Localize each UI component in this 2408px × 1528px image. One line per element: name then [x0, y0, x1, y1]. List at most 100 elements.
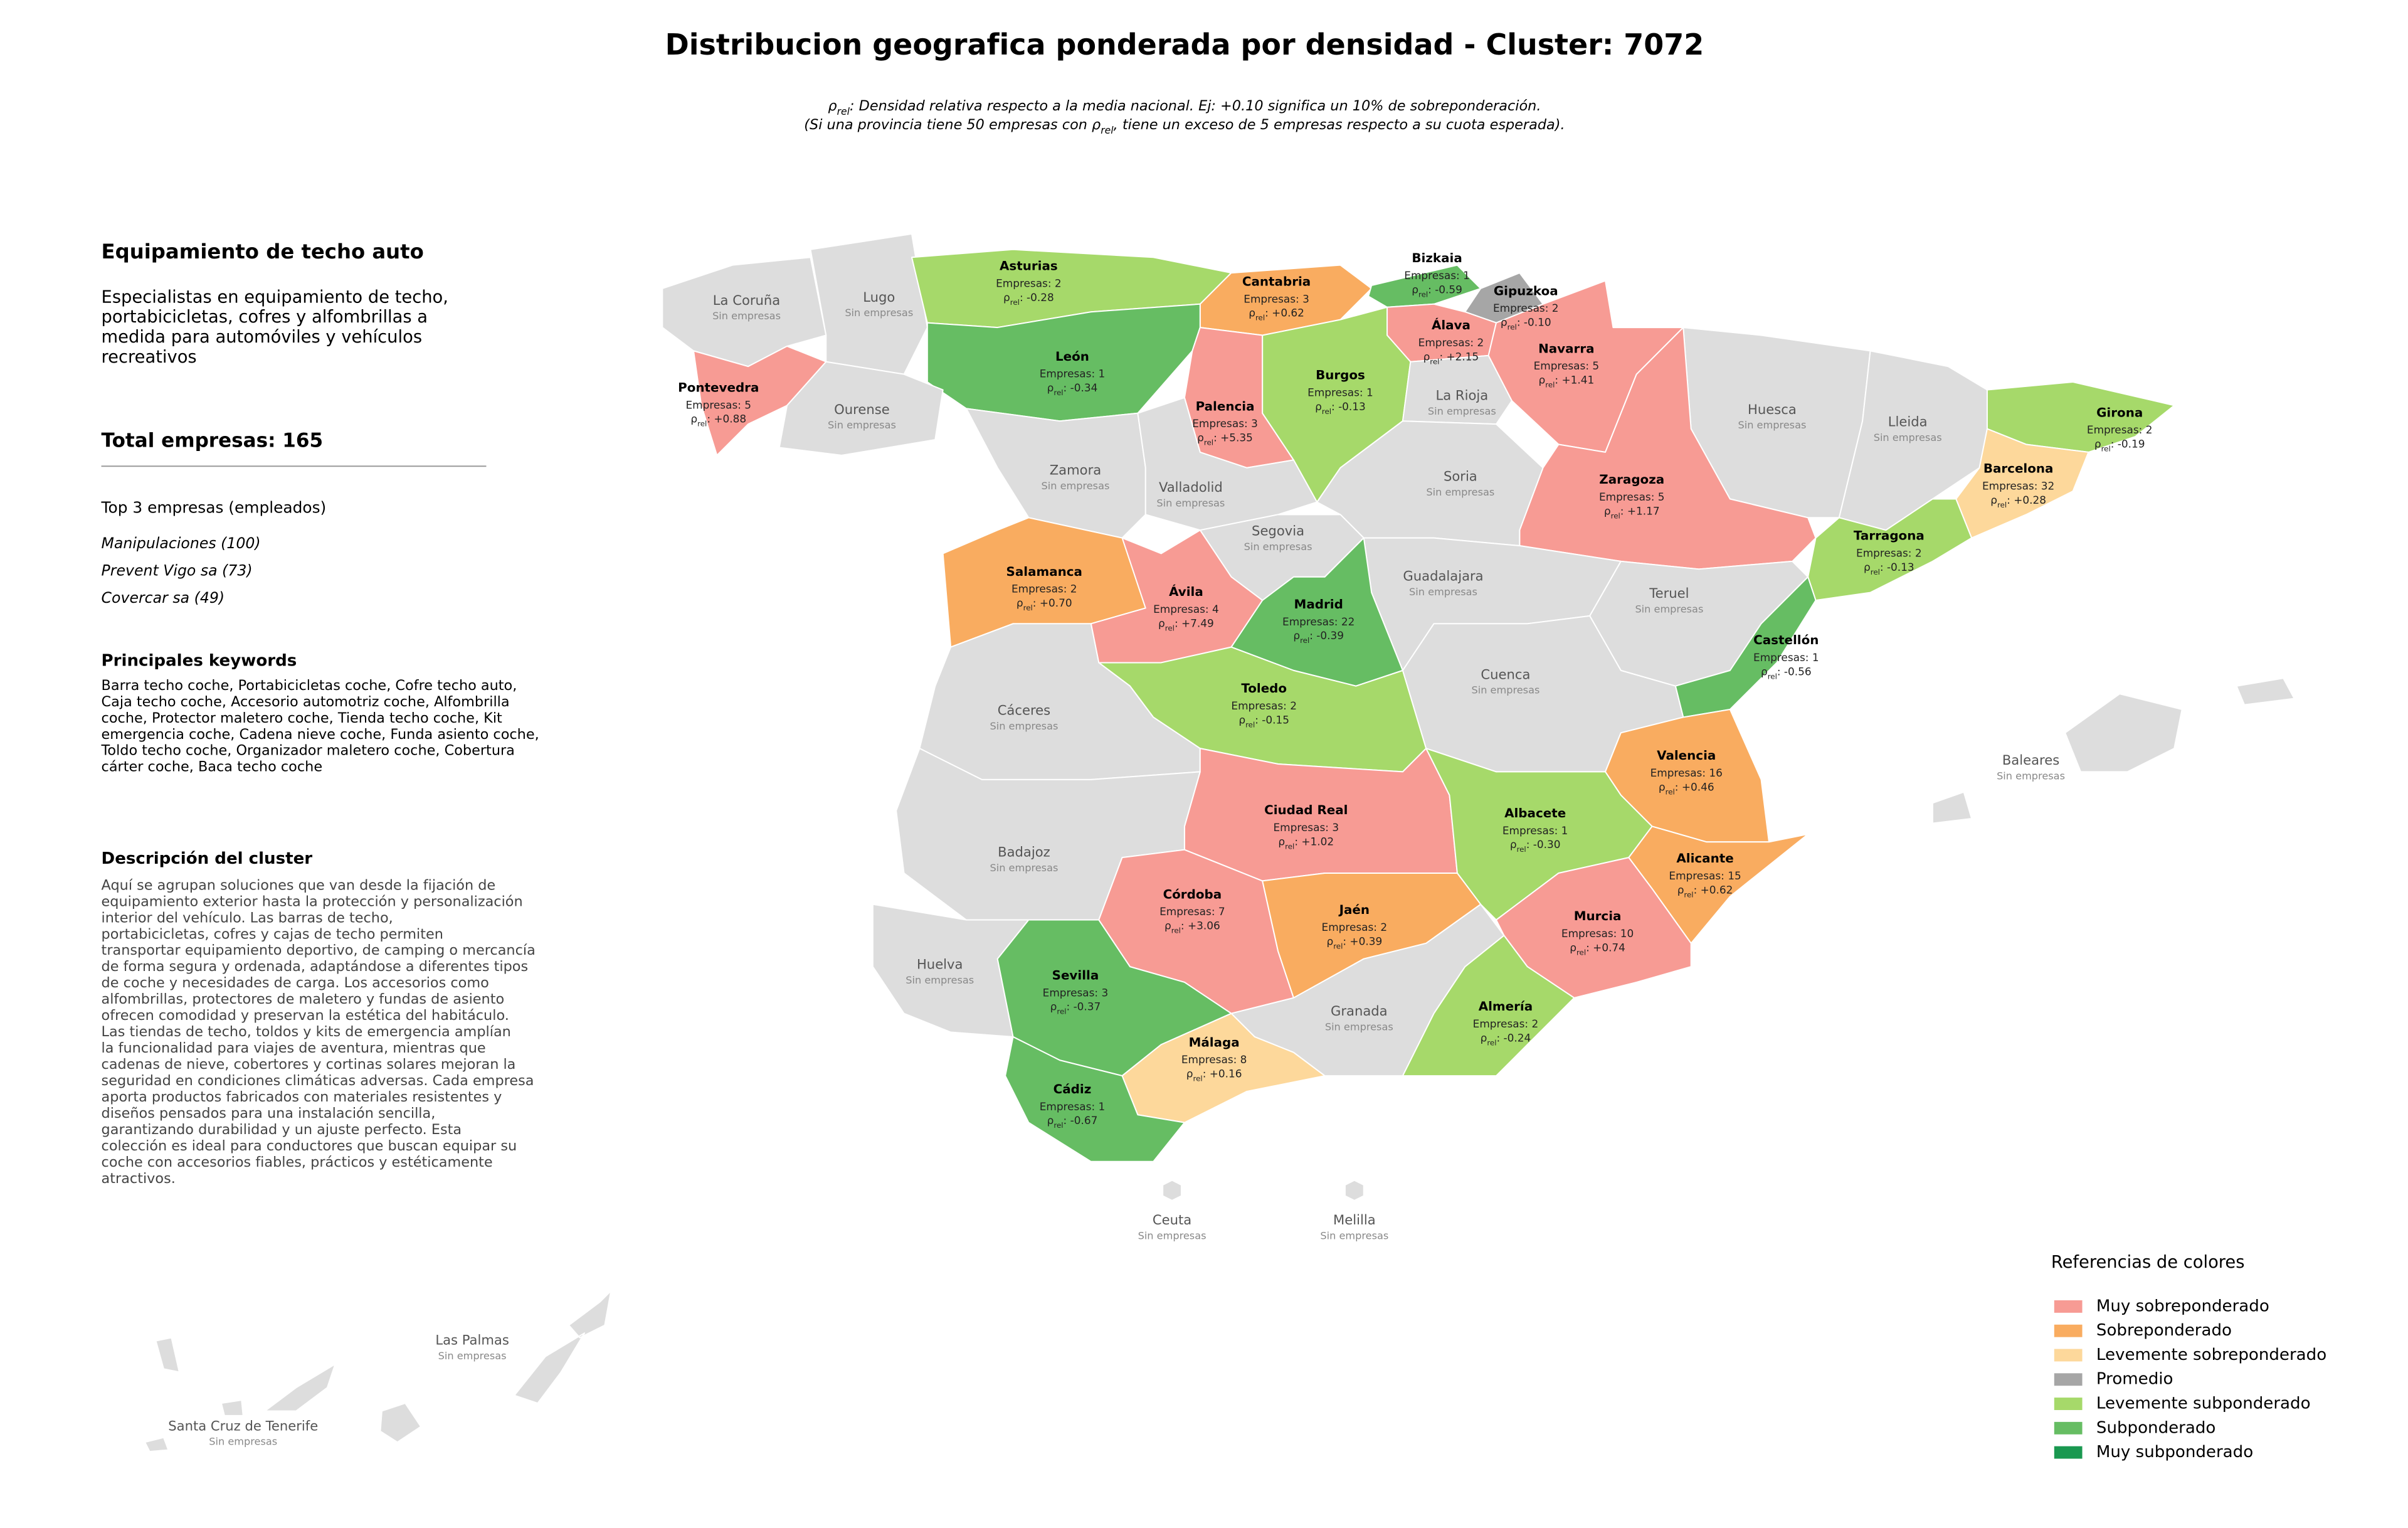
province-rho: ρrel: -0.37 — [1050, 1000, 1101, 1016]
legend-label: Sobreponderado — [2096, 1321, 2232, 1340]
province-rho: ρrel: -0.59 — [1412, 283, 1462, 299]
province-status: Sin empresas — [1738, 419, 1806, 431]
description-line: equipamiento exterior hasta la protecció… — [102, 893, 523, 910]
legend-label: Levemente sobreponderado — [2096, 1345, 2326, 1364]
province-name: Jaén — [1338, 903, 1370, 917]
rho-text: : +7.49 — [1175, 617, 1214, 629]
description-line: alfombrillas, protectores de maletero y … — [102, 991, 505, 1007]
labels: La Coruña Sin empresas Lugo Sin empresas Ast… — [168, 251, 2152, 1447]
rho-text: : -0.13 — [1331, 400, 1366, 413]
province-region — [1955, 428, 2089, 539]
province-name: Sevilla — [1052, 968, 1099, 983]
keywords-line: Barra techo coche, Portabicicletas coche… — [102, 677, 517, 694]
province-region — [144, 1337, 336, 1453]
province-companies: Empresas: 7 — [1159, 905, 1225, 918]
subtitle: (Si una provincia tiene 50 empresas con … — [804, 116, 1565, 136]
province-name: Cuenca — [1481, 666, 1530, 682]
province-rho: ρrel: +0.62 — [1249, 307, 1304, 322]
rho-subscript: rel — [697, 419, 707, 428]
rho-text: : +0.39 — [1343, 935, 1382, 947]
description-line: ofrecen comodidad y preservan la estétic… — [102, 1007, 509, 1024]
top-company: Manipulaciones (100) — [102, 534, 261, 552]
legend-label: Subponderado — [2096, 1418, 2215, 1437]
rho-subscript: rel — [1101, 124, 1114, 136]
rho-text: : -0.59 — [1428, 283, 1462, 295]
province-name: Tarragona — [1854, 529, 1925, 543]
province-rho: ρrel: +0.70 — [1017, 597, 1072, 612]
province-status: Sin empresas — [1874, 432, 1942, 443]
province-rho: ρrel: -0.28 — [1003, 291, 1054, 307]
province-name: Baleares — [2002, 752, 2059, 768]
province-name: Las Palmas — [435, 1332, 509, 1348]
province-companies: Empresas: 1 — [1404, 269, 1470, 282]
legend-label: Muy subponderado — [2096, 1443, 2253, 1462]
province-status: Sin empresas — [828, 419, 896, 431]
province-status: Sin empresas — [712, 310, 781, 322]
rho-subscript: rel — [1684, 890, 1693, 899]
province-status: Sin empresas — [1409, 586, 1477, 598]
province-rho: ρrel: -0.34 — [1047, 381, 1098, 397]
province-companies: Empresas: 2 — [1493, 302, 1559, 314]
province-companies: Empresas: 22 — [1282, 615, 1354, 628]
province-rho: ρrel: +3.06 — [1164, 919, 1220, 935]
rho-text: : -0.15 — [1255, 713, 1289, 726]
province-name: Zamora — [1050, 462, 1102, 478]
province-rho: ρrel: +1.41 — [1538, 374, 1594, 390]
province-name: Burgos — [1316, 368, 1365, 383]
rho-subscript: rel — [1545, 380, 1555, 389]
keywords-line: emergencia coche, Cadena nieve coche, Fu… — [102, 726, 539, 743]
rho-text: : +2.15 — [1439, 350, 1479, 363]
province-name: Madrid — [1294, 597, 1343, 612]
description-line: atractivos. — [102, 1170, 176, 1187]
rho-text: : -0.39 — [1309, 629, 1344, 642]
rho-subscript: rel — [1285, 842, 1294, 851]
rho-symbol: ρ — [1238, 713, 1245, 726]
province-rho: ρrel: +0.39 — [1326, 935, 1382, 950]
rho-subscript: rel — [1171, 926, 1181, 935]
rho-subscript: rel — [1245, 720, 1255, 729]
description-line: coche con accesorios fiables, prácticos … — [102, 1154, 493, 1170]
rho-subscript: rel — [1204, 438, 1213, 447]
legend-swatch — [2054, 1421, 2083, 1435]
legend-swatch — [2054, 1373, 2083, 1386]
panel-summary: Especialistas en equipamiento de techo, — [102, 287, 448, 307]
province-companies: Empresas: 2 — [1418, 336, 1484, 349]
rho-subscript: rel — [2101, 444, 2111, 453]
province-name: Salamanca — [1006, 565, 1082, 579]
legend-swatch — [2054, 1300, 2083, 1313]
province-region — [379, 1290, 612, 1443]
province-name: Gipuzkoa — [1494, 284, 1558, 298]
rho-symbol: ρ — [1278, 835, 1285, 847]
regions — [144, 233, 2295, 1453]
rho-symbol: ρ — [1570, 941, 1576, 953]
subtitle-part: (Si una provincia tiene 50 empresas con — [804, 116, 1092, 132]
rho-symbol: ρ — [1197, 432, 1204, 444]
rho-subscript: rel — [1023, 603, 1033, 612]
province-status: Sin empresas — [438, 1350, 507, 1362]
rho-text: : +3.06 — [1181, 919, 1220, 931]
province-companies: Empresas: 3 — [1244, 292, 1309, 305]
rho-subscript: rel — [1322, 406, 1331, 415]
province-companies: Empresas: 1 — [1040, 1100, 1106, 1113]
province-name: Teruel — [1649, 585, 1689, 601]
province-name: Girona — [2096, 405, 2143, 420]
province-status: Sin empresas — [1635, 603, 1703, 615]
rho-text: : +0.62 — [1265, 307, 1304, 319]
province-rho: ρrel: +5.35 — [1197, 432, 1253, 447]
province-companies: Empresas: 2 — [1231, 699, 1297, 712]
province-status: Sin empresas — [1244, 541, 1312, 553]
province-companies: Empresas: 2 — [1473, 1017, 1539, 1030]
province-name: Ávila — [1169, 585, 1203, 599]
panel-summary: recreativos — [102, 348, 197, 367]
rho-text: : +1.02 — [1294, 835, 1334, 847]
province-region — [1807, 498, 1973, 602]
description-line: Aquí se agrupan soluciones que van desde… — [102, 877, 496, 893]
rho-text: : -0.37 — [1067, 1000, 1101, 1013]
rho-subscript: rel — [1057, 1007, 1066, 1016]
province-companies: Empresas: 2 — [1011, 583, 1077, 595]
province-name: Cantabria — [1242, 275, 1311, 289]
province-name: Barcelona — [1983, 462, 2054, 476]
rho-text: : -0.56 — [1777, 665, 1812, 677]
province-name: Badajoz — [998, 844, 1050, 860]
rho-symbol: ρ — [690, 413, 697, 425]
